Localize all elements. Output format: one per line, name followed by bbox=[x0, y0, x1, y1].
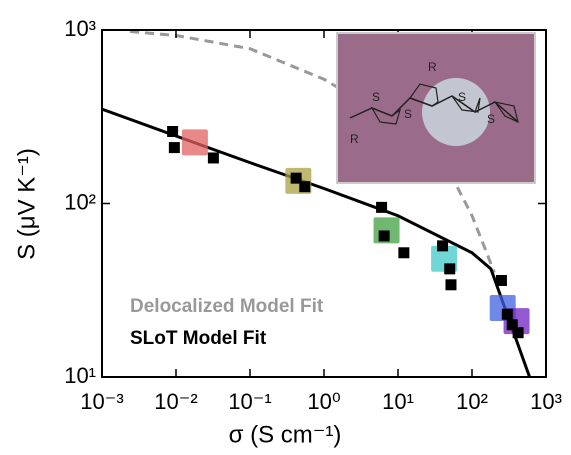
y-tick-label: 10¹ bbox=[64, 363, 96, 388]
legend-label: SLoT Model Fit bbox=[130, 328, 267, 349]
data-point bbox=[513, 327, 524, 338]
y-tick-label: 10² bbox=[64, 189, 96, 214]
x-tick-label: 10¹ bbox=[382, 389, 414, 414]
inset-highlight bbox=[422, 78, 490, 146]
x-tick-label: 10⁻¹ bbox=[228, 389, 271, 414]
inset-label: R bbox=[350, 132, 359, 146]
legend-label: Delocalized Model Fit bbox=[130, 296, 324, 317]
data-point bbox=[496, 275, 507, 286]
data-point bbox=[444, 263, 455, 274]
data-point bbox=[169, 142, 180, 153]
data-point bbox=[437, 240, 448, 251]
y-axis-label: S (μV K⁻¹) bbox=[13, 148, 40, 260]
x-axis-label: σ (S cm⁻¹) bbox=[229, 421, 342, 448]
data-point bbox=[445, 279, 456, 290]
inset-label: S bbox=[487, 112, 495, 126]
data-point bbox=[379, 230, 390, 241]
x-tick-label: 10⁻² bbox=[154, 389, 197, 414]
x-tick-label: 10⁻³ bbox=[80, 389, 123, 414]
y-tick-label: 10³ bbox=[64, 16, 96, 41]
data-point bbox=[167, 126, 178, 137]
x-tick-label: 10³ bbox=[530, 389, 562, 414]
x-tick-label: 10⁰ bbox=[307, 389, 340, 414]
inset-photo: R S S S S R bbox=[337, 33, 535, 183]
data-point bbox=[376, 202, 387, 213]
chart: 10⁻³ 10⁻² 10⁻¹ 10⁰ 10¹ 10² 10³ 10¹ 10² 10³ R S S … bbox=[0, 0, 571, 455]
data-point bbox=[208, 152, 219, 163]
inset-label: S bbox=[404, 107, 412, 121]
inset-label: S bbox=[458, 90, 466, 104]
inset-label: R bbox=[428, 60, 437, 74]
data-point bbox=[299, 181, 310, 192]
data-box bbox=[182, 129, 208, 155]
inset-label: S bbox=[372, 90, 380, 104]
data-point bbox=[502, 309, 513, 320]
data-point bbox=[398, 247, 409, 258]
x-tick-label: 10² bbox=[456, 389, 488, 414]
